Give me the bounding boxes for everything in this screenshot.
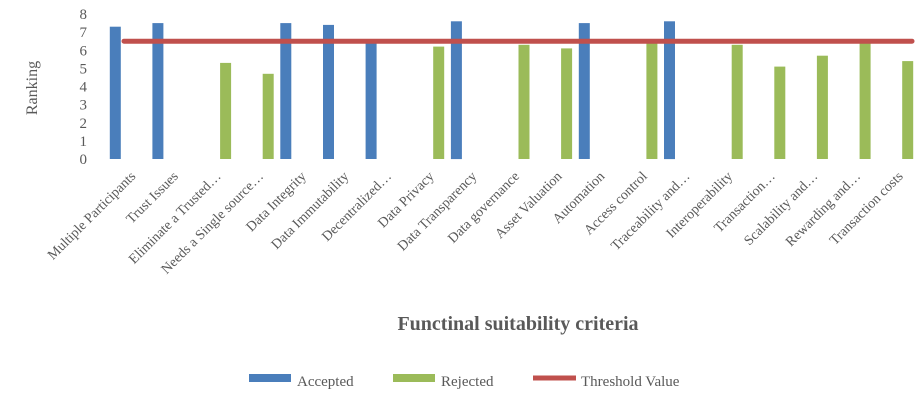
x-category-label: Transaction costs	[827, 169, 906, 248]
bar-rejected-12	[646, 43, 658, 159]
y-tick-label: 8	[80, 7, 88, 23]
x-category-label: Rewarding and…	[783, 169, 864, 250]
x-category-label: Data Transparency	[395, 169, 480, 254]
bar-rejected-7	[433, 46, 445, 159]
y-tick-label: 0	[80, 152, 88, 168]
y-tick-label: 2	[80, 116, 88, 132]
y-tick-label: 5	[80, 61, 88, 77]
bar-accepted-0	[109, 26, 121, 160]
x-category-label: Data Immutability	[269, 169, 352, 252]
y-tick-label: 3	[80, 98, 88, 114]
legend-label-threshold: Threshold Value	[581, 374, 680, 390]
bar-rejected-16	[816, 55, 828, 160]
bar-rejected-2	[220, 62, 232, 159]
bar-accepted-5	[323, 24, 334, 160]
y-tick-label: 4	[80, 80, 88, 96]
legend-label-accepted: Accepted	[297, 374, 354, 390]
bar-rejected-10	[561, 48, 573, 159]
bar-accepted-8	[450, 21, 462, 160]
legend-swatch-rejected	[393, 374, 435, 382]
x-category-label: Scalability and…	[742, 169, 822, 249]
legend-label-rejected: Rejected	[441, 374, 494, 390]
y-axis-label: Ranking	[24, 61, 41, 115]
bar-rejected-17	[859, 41, 871, 160]
bar-rejected-14	[731, 44, 743, 159]
bars	[109, 21, 914, 160]
bar-accepted-6	[365, 39, 377, 159]
bar-rejected-18	[902, 61, 914, 159]
y-tick-label: 1	[80, 134, 88, 150]
bar-rejected-3	[262, 73, 274, 159]
y-tick-label: 6	[80, 43, 88, 59]
bar-accepted-13	[664, 21, 675, 160]
y-axis-ticks: 0 1 2 3 4 5 6 7 8	[80, 7, 88, 168]
bar-rejected-9	[518, 44, 530, 159]
bar-accepted-4	[280, 23, 292, 159]
x-category-label: Traceability and…	[609, 169, 694, 254]
legend-swatch-accepted	[249, 374, 291, 382]
x-axis-label: Functinal suitability criteria	[397, 313, 638, 335]
y-tick-label: 7	[80, 25, 88, 41]
bar-accepted-1	[152, 23, 164, 159]
bar-accepted-11	[578, 23, 590, 159]
legend: Accepted Rejected Threshold Value	[249, 374, 680, 390]
bar-rejected-15	[774, 66, 786, 159]
